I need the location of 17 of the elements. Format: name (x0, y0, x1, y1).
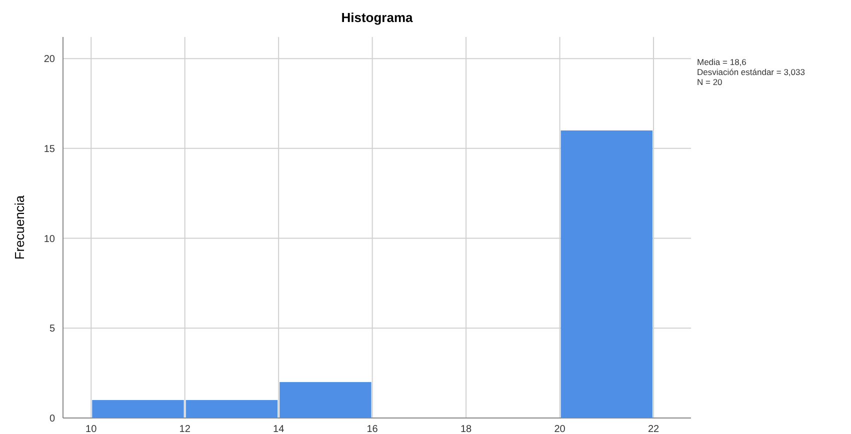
x-tick-label: 20 (554, 424, 566, 434)
x-tick-label: 10 (86, 424, 98, 434)
text: Media = 18,6 (697, 57, 747, 67)
y-tick-label: 10 (44, 234, 56, 245)
y-tick-label: 0 (49, 414, 56, 424)
x-tick-label: 16 (366, 424, 378, 434)
y-tick-label: 20 (44, 54, 56, 66)
y-axis-title: Frecuencia (12, 194, 27, 260)
text: N = 20 (697, 77, 723, 87)
x-tick-label: 14 (273, 424, 285, 434)
x-tick-label: 12 (179, 424, 191, 434)
text: Desviación estándar = 3,033 (697, 67, 806, 77)
x-tick-label: 18 (460, 424, 472, 434)
y-tick-label: 5 (49, 324, 56, 335)
y-tick-label: 15 (44, 144, 56, 155)
chart-title: Histograma (341, 10, 414, 25)
x-tick-label: 22 (648, 424, 660, 434)
